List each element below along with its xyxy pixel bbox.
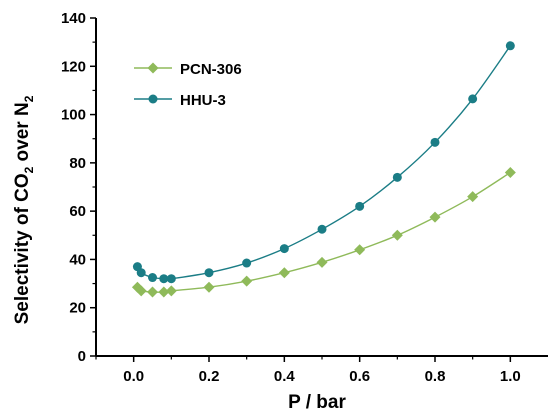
legend-hhu-3-marker xyxy=(148,94,158,104)
hhu-3-point xyxy=(505,41,515,51)
legend-pcn-306-label: PCN-306 xyxy=(180,61,242,78)
y-tick-label: 20 xyxy=(69,300,86,317)
hhu-3-point xyxy=(355,201,365,211)
pcn-306-point xyxy=(504,167,516,179)
x-tick-label: 1.0 xyxy=(500,368,521,385)
series-layer xyxy=(131,41,516,298)
pcn-306-point xyxy=(147,286,158,298)
x-tick-label: 0.4 xyxy=(274,368,296,385)
hhu-3-point xyxy=(279,244,289,254)
x-tick-label: 0.0 xyxy=(123,368,144,385)
x-axis: 0.0 0.2 0.4 0.6 0.8 1.0 xyxy=(95,356,521,385)
hhu-3-point xyxy=(317,224,327,234)
pcn-306-point xyxy=(316,256,328,268)
hhu-3-point xyxy=(148,273,157,283)
pcn-306-point xyxy=(429,211,441,223)
y-axis-title: Selectivity of CO2 over N2 xyxy=(12,95,36,324)
legend-pcn-306-marker xyxy=(147,62,159,74)
legend-hhu-3-label: HHU-3 xyxy=(180,92,226,109)
pcn-306-point xyxy=(391,229,403,241)
y-tick-label: 0 xyxy=(78,348,86,365)
hhu-3-point xyxy=(159,274,169,284)
hhu-3-point xyxy=(242,258,252,268)
hhu-3-point xyxy=(392,172,402,182)
y-tick-label: 40 xyxy=(69,251,86,268)
y-tick-label: 80 xyxy=(69,155,86,172)
hhu-3-point xyxy=(136,268,146,278)
x-axis-title: P / bar xyxy=(288,392,346,413)
x-tick-label: 0.2 xyxy=(199,368,220,385)
y-tick-label: 100 xyxy=(61,107,86,124)
pcn-306-point xyxy=(165,285,177,297)
x-tick-label: 0.8 xyxy=(425,368,446,385)
pcn-306-point xyxy=(467,191,479,203)
hhu-3-line xyxy=(136,45,511,280)
pcn-306-point xyxy=(158,286,170,298)
pcn-306-point xyxy=(203,281,215,293)
x-tick-label: 0.6 xyxy=(349,368,370,385)
hhu-3-point xyxy=(430,137,440,147)
y-tick-label: 60 xyxy=(69,203,86,220)
pcn-306-point xyxy=(354,244,366,256)
hhu-3-point xyxy=(166,274,176,284)
y-tick-label: 140 xyxy=(61,10,86,27)
y-tick-label: 120 xyxy=(61,58,86,75)
pcn-306-point xyxy=(241,275,253,287)
hhu-3-point xyxy=(468,94,478,104)
pcn-306-point xyxy=(135,285,147,297)
hhu-3-point xyxy=(204,268,214,278)
y-axis: 0 20 40 60 80 100 120 140 xyxy=(61,10,96,365)
legend: PCN-306 HHU-3 xyxy=(134,61,242,109)
pcn-306-point xyxy=(278,267,290,279)
